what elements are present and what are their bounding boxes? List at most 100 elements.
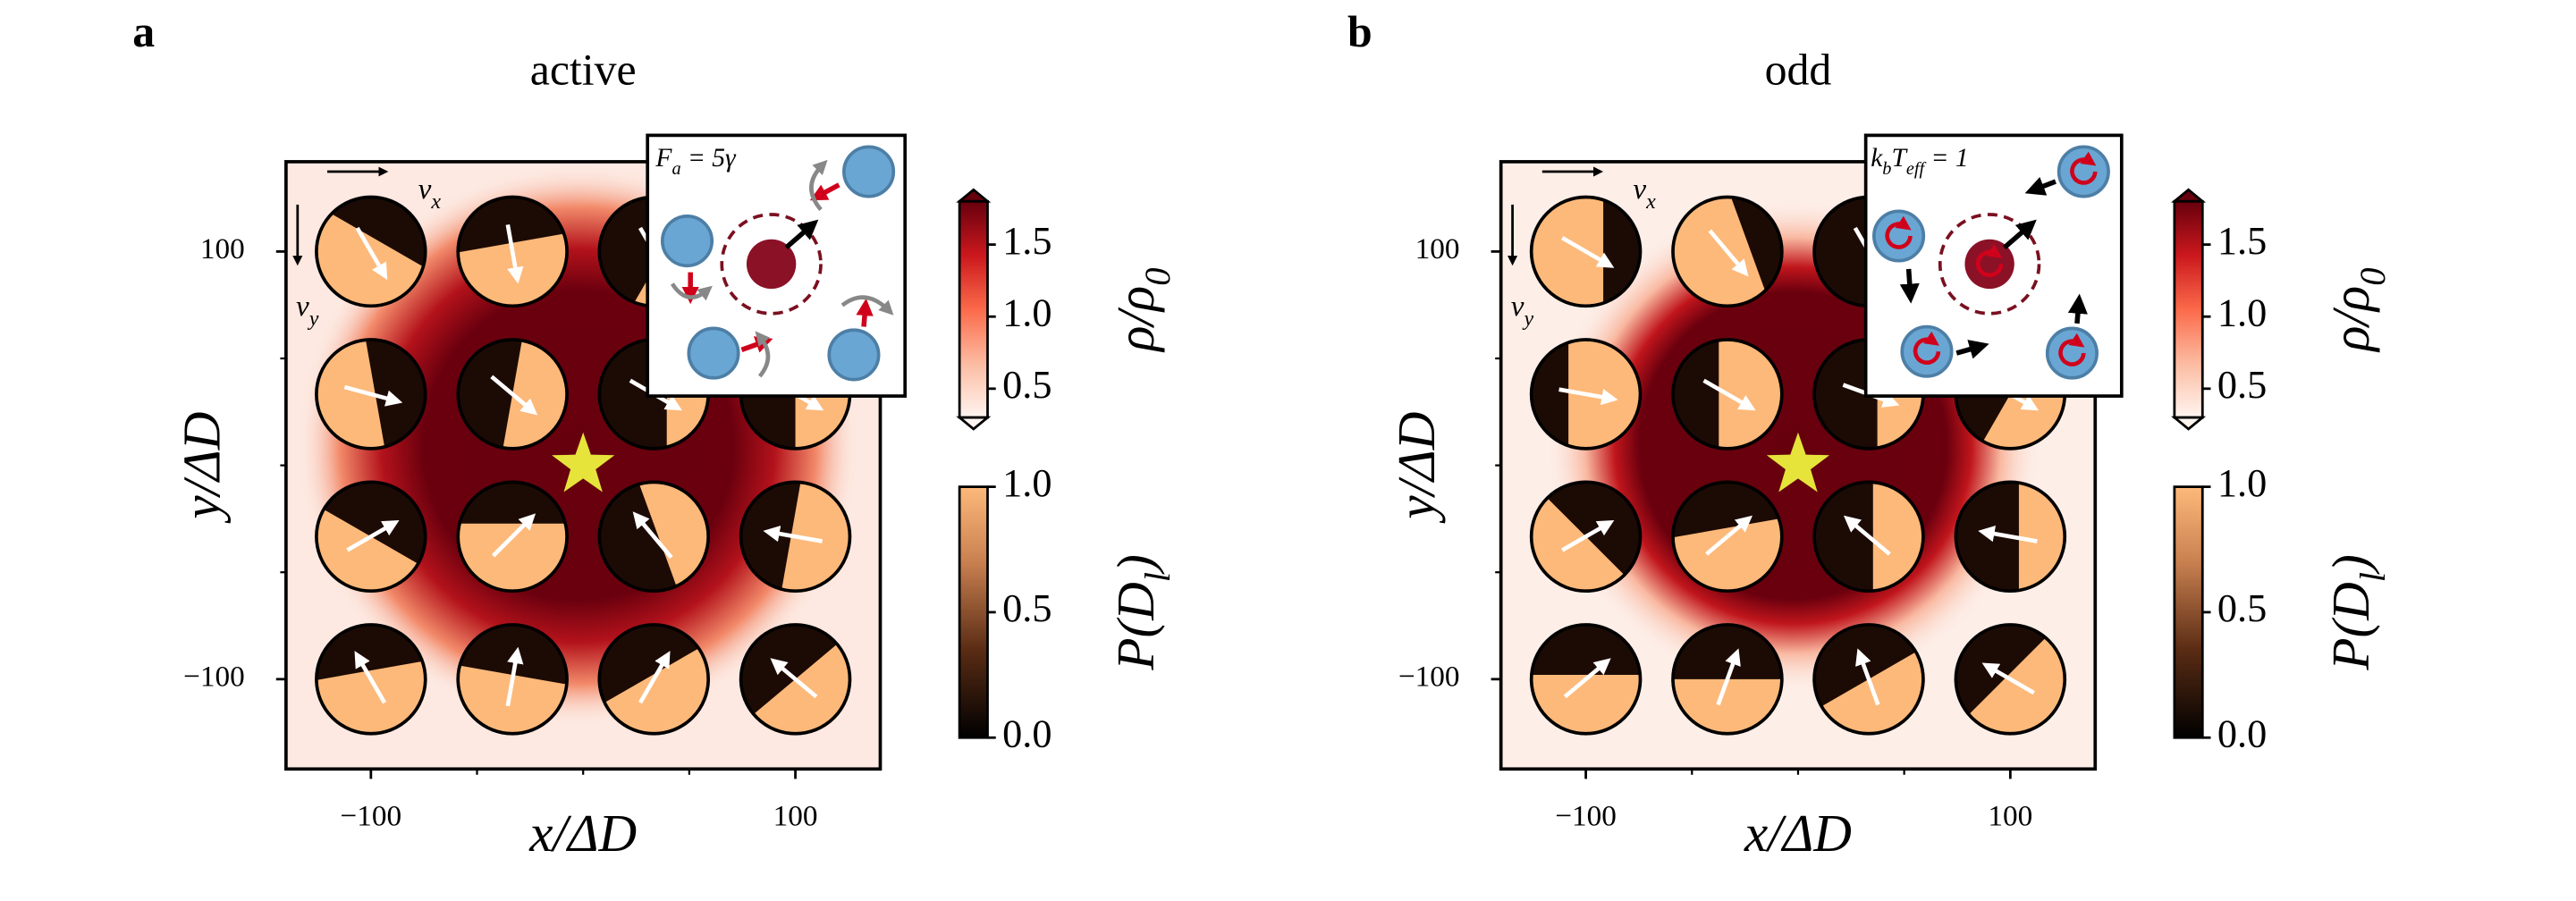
panel-label: a (132, 7, 155, 56)
disc (315, 195, 427, 308)
inset: Fa = 5γ (646, 133, 908, 398)
colorbar-tick-label: 0.0 (1002, 712, 1052, 755)
direction-arrow (1708, 229, 1749, 277)
disc-dark (1673, 340, 1719, 449)
x-tick-label: 100 (1988, 799, 2032, 832)
vx-label-part: v (418, 173, 432, 206)
disc (315, 338, 427, 450)
direction-arrow (632, 511, 673, 560)
disc-dark (1547, 482, 1641, 576)
direction-arrow (1558, 387, 1618, 406)
star (1766, 432, 1830, 493)
x-axis-label-part: x/ΔD (528, 803, 637, 862)
direction-arrow (1563, 658, 1611, 699)
inset-label: kbTeff = 1 (1871, 144, 1968, 179)
x-tick-label: −100 (1555, 799, 1617, 832)
star (552, 432, 615, 493)
disc-outline (315, 338, 427, 450)
direction-arrow (1702, 378, 1756, 411)
colorbar-label: P(Dl) (2321, 554, 2393, 670)
disc-outline (1529, 623, 1643, 736)
disc-outline (456, 338, 569, 450)
colorbar-tick-label: 0.5 (1002, 586, 1052, 630)
y-tick-label: −100 (183, 660, 245, 693)
disc-outline (456, 195, 569, 308)
direction-arrow (505, 223, 524, 284)
disc-dark (599, 484, 677, 592)
disc-outline (1954, 623, 2067, 736)
inset-label-part: = 1 (1924, 144, 1968, 173)
colorbar-label-part: ρ/ρ (2321, 286, 2380, 353)
y-tick-label: 100 (1415, 232, 1460, 265)
colorbar (2174, 486, 2203, 738)
disc-dark (1673, 482, 1779, 538)
disc (739, 480, 852, 594)
colorbar-tick-label: 1.5 (1002, 219, 1052, 263)
panel-title: odd (1765, 46, 1832, 95)
colorbar-tick-label: 1.0 (1002, 291, 1052, 334)
direction-arrow (355, 226, 388, 281)
x-tick-label: 100 (773, 799, 818, 832)
colorbar-extend (2171, 416, 2207, 431)
direction-arrow (343, 384, 403, 407)
disc-dark (740, 624, 838, 714)
disc (1671, 338, 1784, 450)
disc (315, 623, 427, 736)
disc-dark (331, 197, 426, 267)
direction-arrow (1978, 526, 2038, 543)
disc (1529, 195, 1643, 308)
direction-arrow (1843, 515, 1891, 556)
inset-label-part: b (1882, 159, 1891, 179)
colorbar-label: ρ/ρ0 (2321, 267, 2393, 352)
disc-outline (1671, 480, 1784, 594)
disc-outline (456, 480, 569, 594)
colorbar-label-part: P(D (2321, 582, 2380, 670)
disc-dark (1814, 340, 1878, 449)
colorbar-label-part: 0 (2352, 267, 2393, 285)
colorbar-label-part: ρ/ρ (1106, 286, 1165, 353)
vx-label-part: v (1633, 173, 1646, 206)
disc (1671, 480, 1784, 594)
inset-label-part: T (1891, 144, 1908, 173)
vy-label-part: y (308, 307, 319, 331)
direction-arrow (346, 519, 400, 552)
direction-arrow (1855, 648, 1880, 706)
disc (1529, 480, 1643, 594)
direction-arrow (1981, 662, 2035, 695)
disc-outline (739, 480, 852, 594)
disc-dark (1814, 482, 1873, 592)
colorbar-tick-label: 1.0 (2217, 461, 2267, 505)
y-axis-label: y/ΔD (172, 412, 231, 524)
colorbar-extend (2171, 188, 2207, 203)
disc-dark (458, 197, 564, 253)
disc-outline (1529, 480, 1643, 594)
disc (1812, 623, 1925, 736)
disc (315, 480, 427, 594)
disc (597, 480, 711, 594)
disc-dark (1603, 199, 1641, 304)
colorbar-label-part: l (1137, 572, 1178, 582)
disc (1671, 195, 1784, 308)
colorbar-extend (956, 188, 992, 203)
disc-outline (1954, 480, 2067, 594)
direction-arrow (1561, 519, 1615, 552)
disc-outline (597, 623, 711, 736)
direction-arrow (505, 646, 524, 707)
inset-label: Fa = 5γ (655, 144, 737, 179)
direction-arrow (354, 651, 387, 704)
disc (456, 623, 569, 736)
disc (739, 623, 852, 736)
disc-dark (458, 340, 522, 448)
direction-arrow (1716, 648, 1741, 706)
disc-outline (1671, 623, 1784, 736)
panel-label: b (1347, 7, 1372, 56)
disc-dark (1955, 624, 2046, 715)
colorbar-tick-label: 1.0 (1002, 461, 1052, 505)
direction-arrow (491, 513, 536, 558)
colorbar-tick-label: 0.0 (2217, 712, 2267, 755)
direction-arrow (763, 526, 823, 543)
direction-arrow (638, 651, 671, 704)
disc (1671, 623, 1784, 736)
x-axis-label: x/ΔD (1744, 803, 1852, 862)
direction-arrow (1561, 236, 1615, 268)
